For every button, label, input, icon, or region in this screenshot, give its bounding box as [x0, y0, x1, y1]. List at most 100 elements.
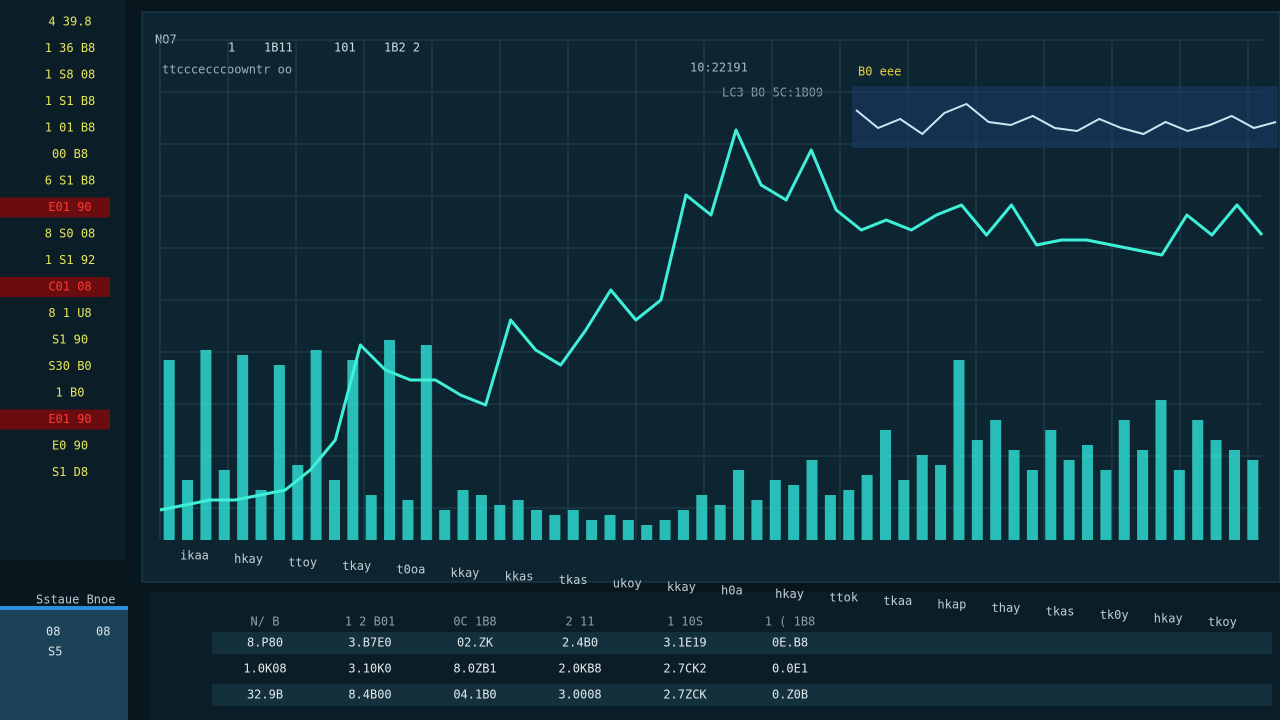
table-header: 0C 1B8	[453, 615, 496, 629]
volume-bar	[769, 480, 781, 540]
ticker-value: S1 90	[52, 333, 88, 347]
volume-bar	[806, 460, 818, 540]
table-cell: 04.1B0	[453, 688, 496, 702]
volume-bar	[1228, 450, 1240, 540]
volume-bar	[788, 485, 800, 540]
volume-bar	[1045, 430, 1057, 540]
volume-bar	[898, 480, 910, 540]
x-axis-label: ttoy	[288, 556, 317, 570]
volume-bar	[1173, 470, 1185, 540]
ticker-value: 1 S8 08	[45, 68, 96, 82]
table-header: 2 11	[566, 615, 595, 629]
tab: 1	[228, 41, 235, 55]
ticker-value: 1 B0	[56, 386, 85, 400]
corner-accent	[0, 606, 128, 610]
volume-bar	[971, 440, 983, 540]
ticker-value: 1 01 B8	[45, 121, 96, 135]
ticker-value: S30 B0	[48, 359, 91, 373]
x-axis-label: ukoy	[613, 577, 642, 591]
volume-bar	[200, 350, 212, 540]
table-cell: 2.7ZCK	[663, 688, 707, 702]
volume-bar	[935, 465, 947, 540]
corner-title: Sstaue Bnoe	[36, 593, 115, 607]
mini-line	[855, 102, 1277, 136]
volume-bar	[861, 475, 873, 540]
table-row	[212, 658, 1272, 680]
x-axis-label: hkay	[775, 587, 804, 601]
x-axis-label: kkay	[667, 580, 696, 594]
volume-bar	[1155, 400, 1167, 540]
volume-bar	[273, 365, 285, 540]
volume-bar	[1137, 450, 1149, 540]
volume-bar	[916, 455, 928, 540]
ticker-value: 1 S1 B8	[45, 94, 96, 108]
table-cell: 32.9B	[247, 688, 283, 702]
table-cell: 3.1E19	[663, 636, 706, 650]
corner-label: 08	[96, 625, 110, 639]
table-cell: 2.4B0	[562, 636, 598, 650]
table-cell: 0.0E1	[772, 662, 808, 676]
ticker-value: 1 36 B8	[45, 41, 96, 55]
ticker-value: 8 1 U8	[48, 306, 91, 320]
alert-row	[0, 409, 110, 430]
x-axis-label: thay	[992, 601, 1021, 615]
volume-bar	[751, 500, 763, 540]
table-cell: 2.7CK2	[663, 662, 706, 676]
volume-bar	[1247, 460, 1259, 540]
volume-bar	[292, 465, 304, 540]
volume-bar	[347, 360, 359, 540]
volume-bar	[163, 360, 175, 540]
x-axis-label: tkaa	[883, 594, 912, 608]
x-axis-label: ttok	[829, 591, 859, 605]
table-cell: 8.0ZB1	[453, 662, 496, 676]
x-axis-label: hkap	[937, 598, 966, 612]
volume-bar	[879, 430, 891, 540]
volume-bar	[1008, 450, 1020, 540]
table-cell: 8.4B00	[348, 688, 391, 702]
table-header: 1 10S	[667, 615, 703, 629]
ticker-value: 4 39.8	[48, 15, 91, 29]
table-header: N/ B	[251, 615, 280, 629]
ticker-value: 6 S1 B8	[45, 174, 96, 188]
volume-bar	[218, 470, 230, 540]
volume-bar	[696, 495, 708, 540]
mini-chart-bg	[852, 86, 1278, 148]
ticker-value: E01 90	[48, 200, 91, 214]
table-cell: 0E.B8	[772, 636, 808, 650]
x-axis-label: tkas	[559, 573, 588, 587]
volume-bar	[384, 340, 396, 540]
table-cell: 8.P80	[247, 636, 283, 650]
volume-bar	[1210, 440, 1222, 540]
alert-row	[0, 277, 110, 297]
volume-bar	[1100, 470, 1112, 540]
table-row	[212, 632, 1272, 654]
table-cell: 3.0008	[558, 688, 601, 702]
table-cell: 3.B7E0	[348, 636, 391, 650]
corner-label: S5	[48, 645, 62, 659]
volume-bar	[512, 500, 524, 540]
volume-bar	[990, 420, 1002, 540]
ticker-value: C01 08	[48, 280, 91, 294]
volume-bar	[457, 490, 469, 540]
table-cell: 2.0KB8	[558, 662, 601, 676]
volume-bar	[953, 360, 965, 540]
x-axis-label: ikaa	[180, 549, 209, 563]
x-axis-label: t0oa	[396, 563, 425, 577]
clock: 10:22191	[690, 61, 748, 75]
x-axis-label: tkay	[342, 559, 371, 573]
volume-bar	[1192, 420, 1204, 540]
alert-row	[0, 197, 110, 218]
table-cell: 0.Z0B	[772, 688, 808, 702]
ticker-value: E01 90	[48, 412, 91, 426]
volume-bar	[420, 345, 432, 540]
x-axis-label: kkay	[451, 566, 480, 580]
volume-bar	[365, 495, 377, 540]
tab: 1B2 2	[384, 41, 420, 55]
x-axis-label: tk0y	[1100, 608, 1129, 622]
x-axis-label: hkay	[1154, 612, 1183, 626]
corner-panel	[0, 606, 128, 720]
table-cell: 3.10K0	[348, 662, 391, 676]
volume-bar	[567, 510, 579, 540]
table-header: 1 2 B01	[345, 615, 396, 629]
